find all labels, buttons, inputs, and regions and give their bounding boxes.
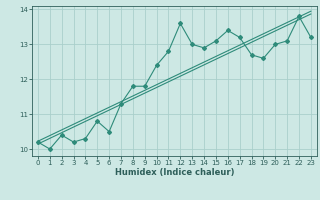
X-axis label: Humidex (Indice chaleur): Humidex (Indice chaleur) xyxy=(115,168,234,177)
